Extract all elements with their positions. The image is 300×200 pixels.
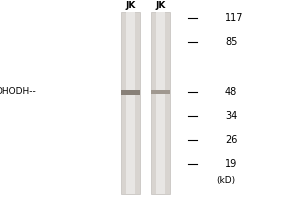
Text: JK: JK bbox=[155, 1, 166, 10]
Text: 48: 48 bbox=[225, 87, 237, 97]
Bar bbox=[121, 90, 140, 95]
Text: 85: 85 bbox=[225, 37, 237, 47]
Text: DHODH--: DHODH-- bbox=[0, 88, 36, 97]
Bar bbox=[151, 90, 170, 94]
Text: 117: 117 bbox=[225, 13, 244, 23]
Bar bbox=[156, 12, 165, 194]
Text: JK: JK bbox=[125, 1, 136, 10]
Text: 34: 34 bbox=[225, 111, 237, 121]
Bar bbox=[126, 12, 135, 194]
Text: (kD): (kD) bbox=[216, 176, 235, 184]
Text: 26: 26 bbox=[225, 135, 237, 145]
Bar bbox=[121, 12, 140, 194]
Text: 19: 19 bbox=[225, 159, 237, 169]
Bar bbox=[151, 12, 170, 194]
